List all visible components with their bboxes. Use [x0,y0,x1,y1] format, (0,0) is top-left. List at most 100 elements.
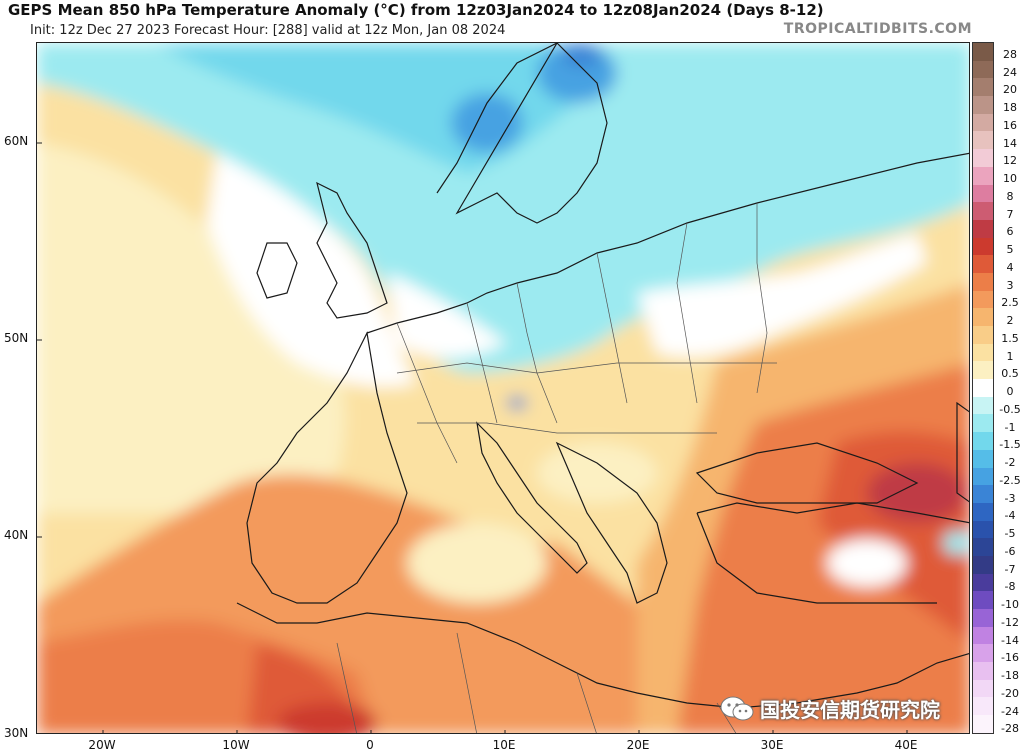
colorbar-swatch [973,715,993,733]
colorbar-swatch [973,43,993,61]
colorbar-swatch [973,626,993,645]
colorbar-swatch [973,662,993,680]
colorbar-swatch [973,361,993,380]
colorbar-swatch [973,538,993,556]
lon-label-10w: 10W [222,738,250,752]
colorbar-swatch [973,449,993,468]
colorbar-label: -3 [1004,491,1016,505]
colorbar-swatch [973,697,993,716]
colorbar-label: -4 [1004,509,1016,523]
colorbar-swatch [973,573,993,592]
colorbar-label: 20 [1003,83,1017,97]
colorbar-label: 0 [1006,385,1014,398]
colorbar-swatch [973,432,993,450]
map-title: GEPS Mean 850 hPa Temperature Anomaly (°… [8,1,824,19]
colorbar-label: 4 [1006,260,1014,274]
colorbar-label: 0.5 [1001,367,1019,381]
colorbar-label: 10 [1003,172,1017,185]
colorbar-swatch [973,555,993,574]
colorbar-swatch [973,467,993,486]
watermark: 国投安信期货研究院 [720,694,940,723]
lon-label-10e: 10E [492,738,516,752]
colorbar-swatch [973,96,993,114]
colorbar-label: 1.5 [1001,331,1019,345]
lat-label-30n: 30N [4,726,29,740]
colorbar-swatch [973,149,993,167]
colorbar-swatch [973,343,993,362]
colorbar-swatch [973,60,993,79]
colorbar-swatch [973,308,993,326]
anomaly-field [37,43,969,733]
colorbar-swatch [973,502,993,521]
colorbar-swatch [973,591,993,609]
colorbar-swatch [973,485,993,503]
colorbar-swatch [973,290,993,309]
colorbar-label: 2.5 [1001,296,1019,310]
colorbar-swatch [973,520,993,539]
colorbar-label: 6 [1006,225,1014,239]
colorbar-label: 3 [1006,278,1014,292]
colorbar-label: -0.5 [999,402,1021,416]
lat-label-60n: 60N [4,134,29,148]
colorbar-label: 16 [1003,118,1017,132]
lat-label-50n: 50N [4,331,29,345]
colorbar-swatch [973,78,993,97]
colorbar-label: -2 [1004,456,1016,469]
anomaly-map [36,42,970,734]
colorbar-swatch [973,679,993,698]
lon-label-0: 0 [366,738,374,752]
colorbar [972,42,994,734]
colorbar-label: -10 [1001,598,1019,611]
watermark-text: 国投安信期货研究院 [760,698,940,722]
colorbar-label: -16 [1001,651,1019,665]
colorbar-label: -6 [1004,544,1016,558]
colorbar-swatch [973,609,993,627]
colorbar-label: 28 [1003,47,1017,61]
colorbar-swatch [973,414,993,433]
colorbar-label: 12 [1003,154,1017,168]
colorbar-label: -18 [1001,669,1019,682]
wechat-logo-icon [720,695,754,723]
coastlines [236,43,969,709]
graticule-ticks [37,142,908,733]
colorbar-label: 18 [1003,101,1017,114]
colorbar-label: 14 [1003,136,1017,150]
lon-label-40e: 40E [894,738,918,752]
colorbar-labels: 28 24 20 18 16 14 12 10 8 7 6 5 4 3 2.5 2 1.5 1 0.5 0 -0.5 -1… [996,42,1024,734]
colorbar-swatch [973,644,993,663]
colorbar-swatch [973,379,993,397]
colorbar-label: -20 [1001,686,1019,700]
colorbar-swatch [973,166,993,185]
colorbar-label: 24 [1003,65,1017,79]
colorbar-label: -14 [1001,633,1019,647]
colorbar-label: 1 [1006,349,1014,363]
map-subtitle: Init: 12z Dec 27 2023 Forecast Hour: [28… [30,23,506,38]
colorbar-swatch [973,184,993,203]
colorbar-swatch [973,326,993,344]
colorbar-swatch [973,131,993,150]
colorbar-label: -8 [1004,580,1016,594]
colorbar-label: -7 [1004,562,1016,576]
colorbar-label: -2.5 [999,473,1021,487]
colorbar-swatch [973,396,993,415]
colorbar-label: 5 [1006,243,1014,256]
colorbar-label: 8 [1006,189,1014,203]
colorbar-label: -28 [1001,722,1019,736]
colorbar-swatch [973,237,993,256]
colorbar-label: 2 [1006,314,1014,327]
colorbar-label: -1 [1004,420,1016,434]
source-credit: TROPICALTIDBITS.COM [783,21,972,37]
colorbar-swatch [973,202,993,220]
colorbar-swatch [973,255,993,273]
lon-label-20w: 20W [88,738,116,752]
country-borders [336,203,777,733]
lon-label-30e: 30E [760,738,784,752]
colorbar-swatch [973,113,993,132]
colorbar-label: -1.5 [999,438,1021,452]
colorbar-swatch [973,272,993,291]
colorbar-label: 7 [1006,207,1014,221]
lat-label-40n: 40N [4,528,29,542]
colorbar-label: -5 [1004,527,1016,540]
colorbar-swatch [973,219,993,238]
colorbar-label: -24 [1001,704,1019,718]
